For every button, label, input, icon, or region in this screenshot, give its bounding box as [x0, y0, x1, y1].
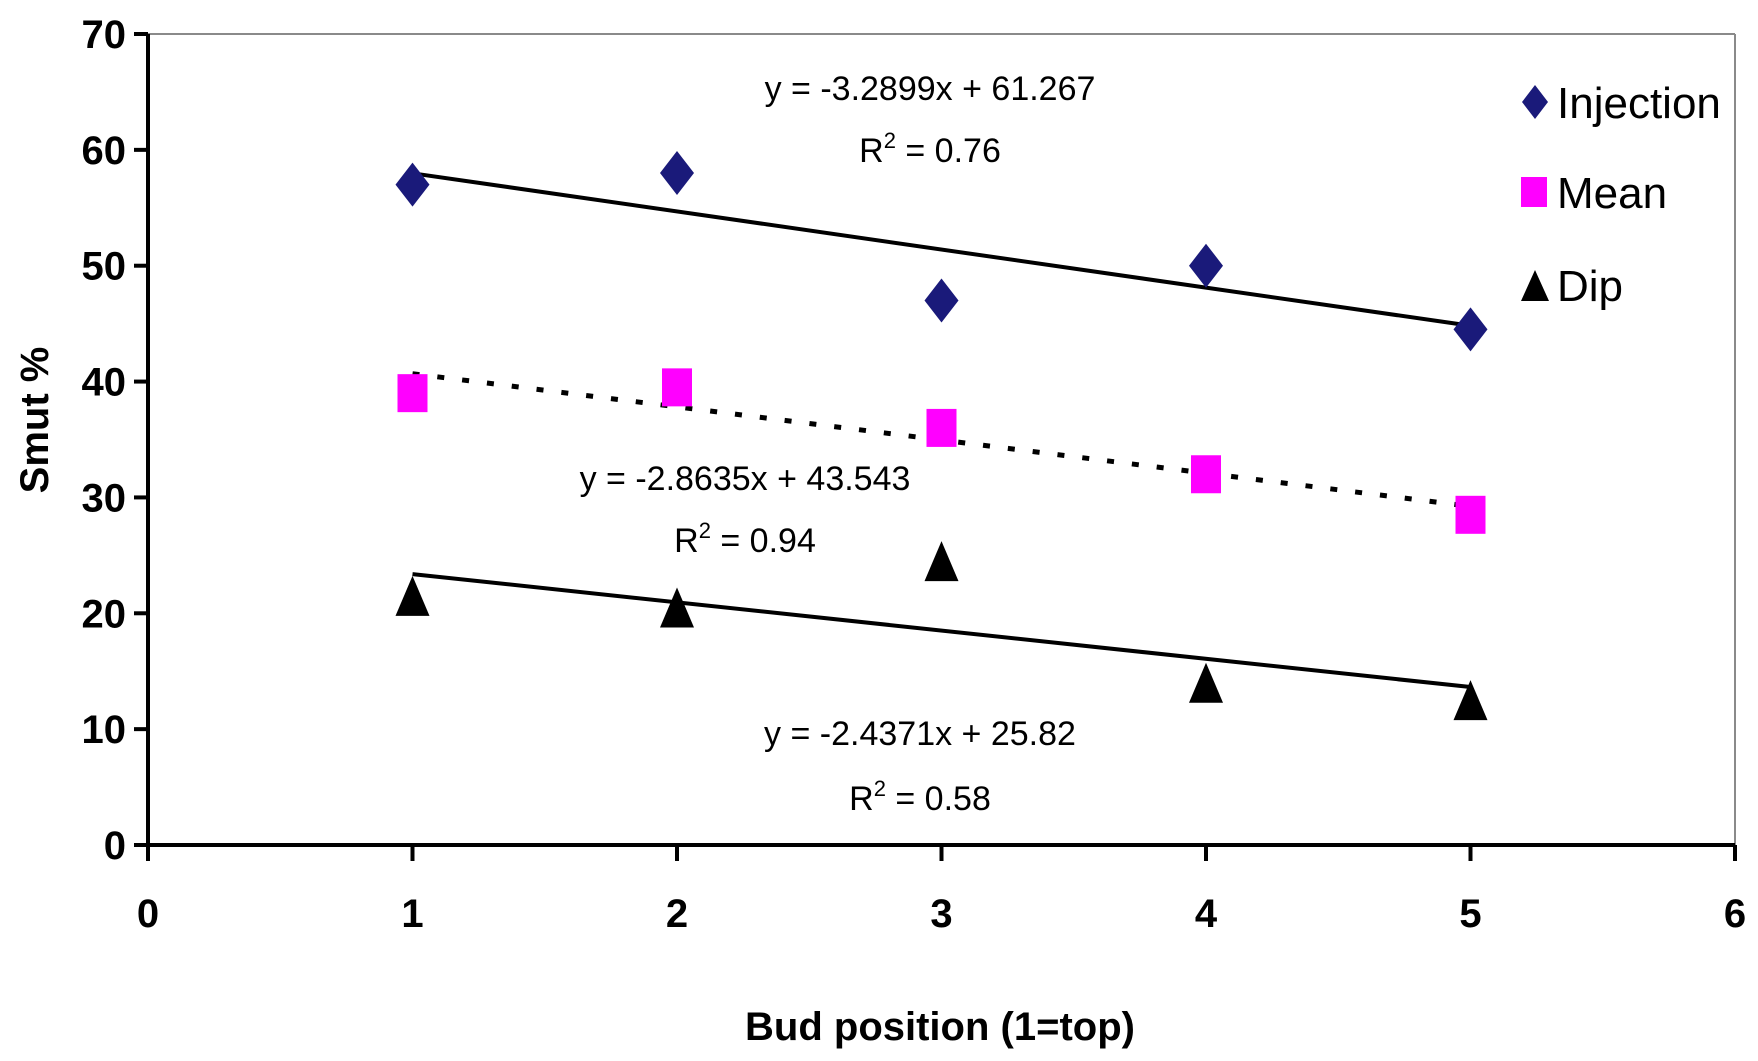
- trendline-mean: [412, 371, 1471, 509]
- r-squared-value: = 0.94: [711, 522, 816, 560]
- trendlines: [412, 171, 1471, 690]
- legend-marker: [1521, 177, 1547, 207]
- y-tick-label: 0: [104, 824, 126, 868]
- equation-mean: y = -2.8635x + 43.543: [580, 460, 911, 498]
- x-axis-title: Bud position (1=top): [745, 1005, 1135, 1049]
- r-squared-injection: R2 = 0.76: [859, 128, 1001, 170]
- equation-dip: y = -2.4371x + 25.82: [764, 715, 1076, 753]
- legend-item-mean: Mean: [1521, 169, 1667, 218]
- x-axis: 0 1 2 3 4 5 6: [137, 845, 1746, 936]
- x-tick-label: 4: [1195, 892, 1218, 936]
- y-axis: 0 10 20 30 40 50 60 70: [82, 13, 148, 868]
- legend-item-dip: Dip: [1521, 262, 1623, 311]
- x-tick-label: 0: [137, 892, 159, 936]
- y-tick-label: 20: [82, 592, 127, 636]
- r-squared-value: = 0.76: [896, 132, 1001, 170]
- mean-point: [662, 368, 692, 407]
- r-squared-prefix: R: [674, 522, 699, 560]
- dip-point: [1189, 662, 1223, 703]
- r-squared-dip: R2 = 0.58: [849, 776, 991, 818]
- y-axis-title: Smut %: [13, 347, 57, 494]
- injection-point: [1189, 243, 1223, 288]
- dip-point: [1453, 680, 1488, 721]
- trendline-dip: [412, 572, 1471, 690]
- injection-point: [660, 151, 694, 196]
- mean-point: [1191, 455, 1221, 494]
- r-squared-superscript: 2: [699, 518, 711, 543]
- y-tick-label: 40: [82, 361, 127, 405]
- r-squared-prefix: R: [859, 132, 884, 170]
- legend: Injection Mean Dip: [1521, 79, 1721, 311]
- injection-point: [395, 162, 430, 207]
- legend-marker: [1521, 270, 1549, 301]
- y-tick-label: 70: [82, 13, 127, 57]
- legend-label: Injection: [1557, 79, 1721, 128]
- legend-label: Mean: [1557, 169, 1667, 218]
- mean-point: [1455, 495, 1486, 534]
- dip-point: [924, 541, 959, 582]
- r-squared-mean: R2 = 0.94: [674, 518, 816, 560]
- x-tick-label: 3: [930, 892, 952, 936]
- y-tick-label: 10: [82, 708, 127, 752]
- dip-point: [395, 575, 430, 616]
- r-squared-value: = 0.58: [886, 780, 991, 818]
- injection-point: [1453, 307, 1488, 352]
- r-squared-superscript: 2: [874, 776, 886, 801]
- x-tick-label: 6: [1724, 892, 1746, 936]
- r-squared-prefix: R: [849, 780, 874, 818]
- legend-label: Dip: [1557, 262, 1623, 311]
- mean-point: [926, 408, 957, 447]
- r-squared-superscript: 2: [884, 128, 896, 153]
- legend-marker: [1522, 85, 1548, 119]
- legend-item-injection: Injection: [1522, 79, 1721, 128]
- equation-injection: y = -3.2899x + 61.267: [765, 70, 1096, 108]
- x-tick-label: 1: [401, 892, 423, 936]
- mean-point: [397, 374, 428, 413]
- y-tick-label: 60: [82, 129, 127, 173]
- y-tick-label: 50: [82, 245, 127, 289]
- y-tick-label: 30: [82, 476, 127, 520]
- x-tick-label: 5: [1459, 892, 1481, 936]
- injection-point: [924, 278, 959, 323]
- dip-point: [660, 587, 694, 628]
- trendline-injection: [412, 171, 1471, 328]
- data-points: [395, 151, 1488, 721]
- x-tick-label: 2: [666, 892, 688, 936]
